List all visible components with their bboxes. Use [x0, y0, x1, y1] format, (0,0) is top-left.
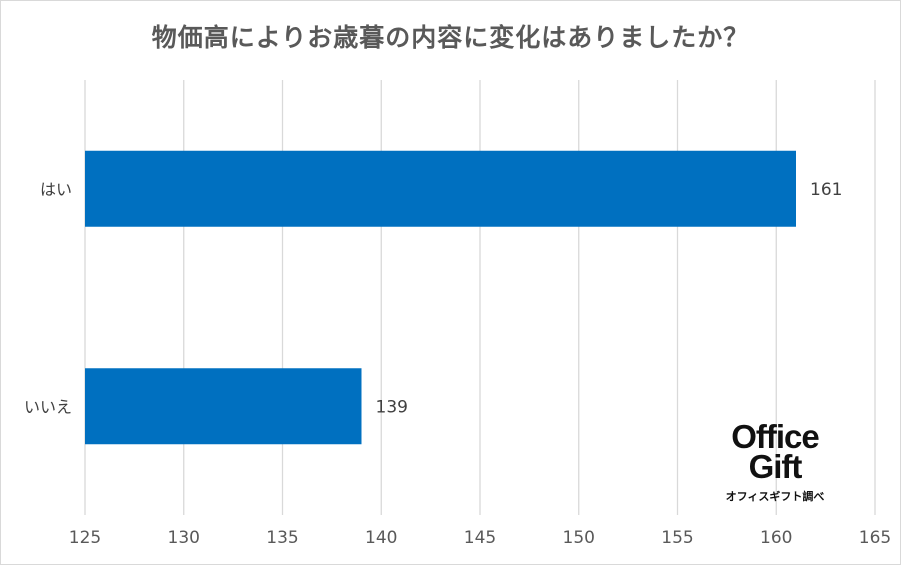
x-tick-label: 125 — [69, 528, 101, 548]
data-labels: 161 139 — [376, 180, 843, 418]
source-caption: オフィスギフト調べ — [725, 490, 825, 503]
category-label: いいえ — [24, 397, 72, 416]
x-axis-tick-labels: 125 130 135 140 145 150 155 160 165 — [69, 528, 891, 548]
office-gift-logo: Office Gift オフィスギフト調べ — [700, 418, 850, 504]
data-label: 139 — [376, 397, 408, 417]
category-label: はい — [40, 180, 72, 199]
logo-gift-text: Gift — [748, 448, 803, 485]
x-tick-label: 135 — [266, 528, 298, 548]
bar — [85, 150, 796, 227]
x-tick-label: 145 — [464, 528, 496, 548]
x-tick-label: 150 — [563, 528, 595, 548]
data-label: 161 — [810, 180, 842, 200]
x-tick-label: 165 — [859, 528, 891, 548]
bars — [85, 150, 796, 445]
chart-title: 物価高によりお歳暮の内容に変化はありましたか？ — [151, 23, 750, 52]
x-tick-label: 130 — [168, 528, 200, 548]
logo-office-text: Office — [731, 418, 820, 455]
x-tick-label: 155 — [661, 528, 693, 548]
x-tick-label: 160 — [760, 528, 792, 548]
x-tick-label: 140 — [365, 528, 397, 548]
bar — [85, 368, 362, 445]
